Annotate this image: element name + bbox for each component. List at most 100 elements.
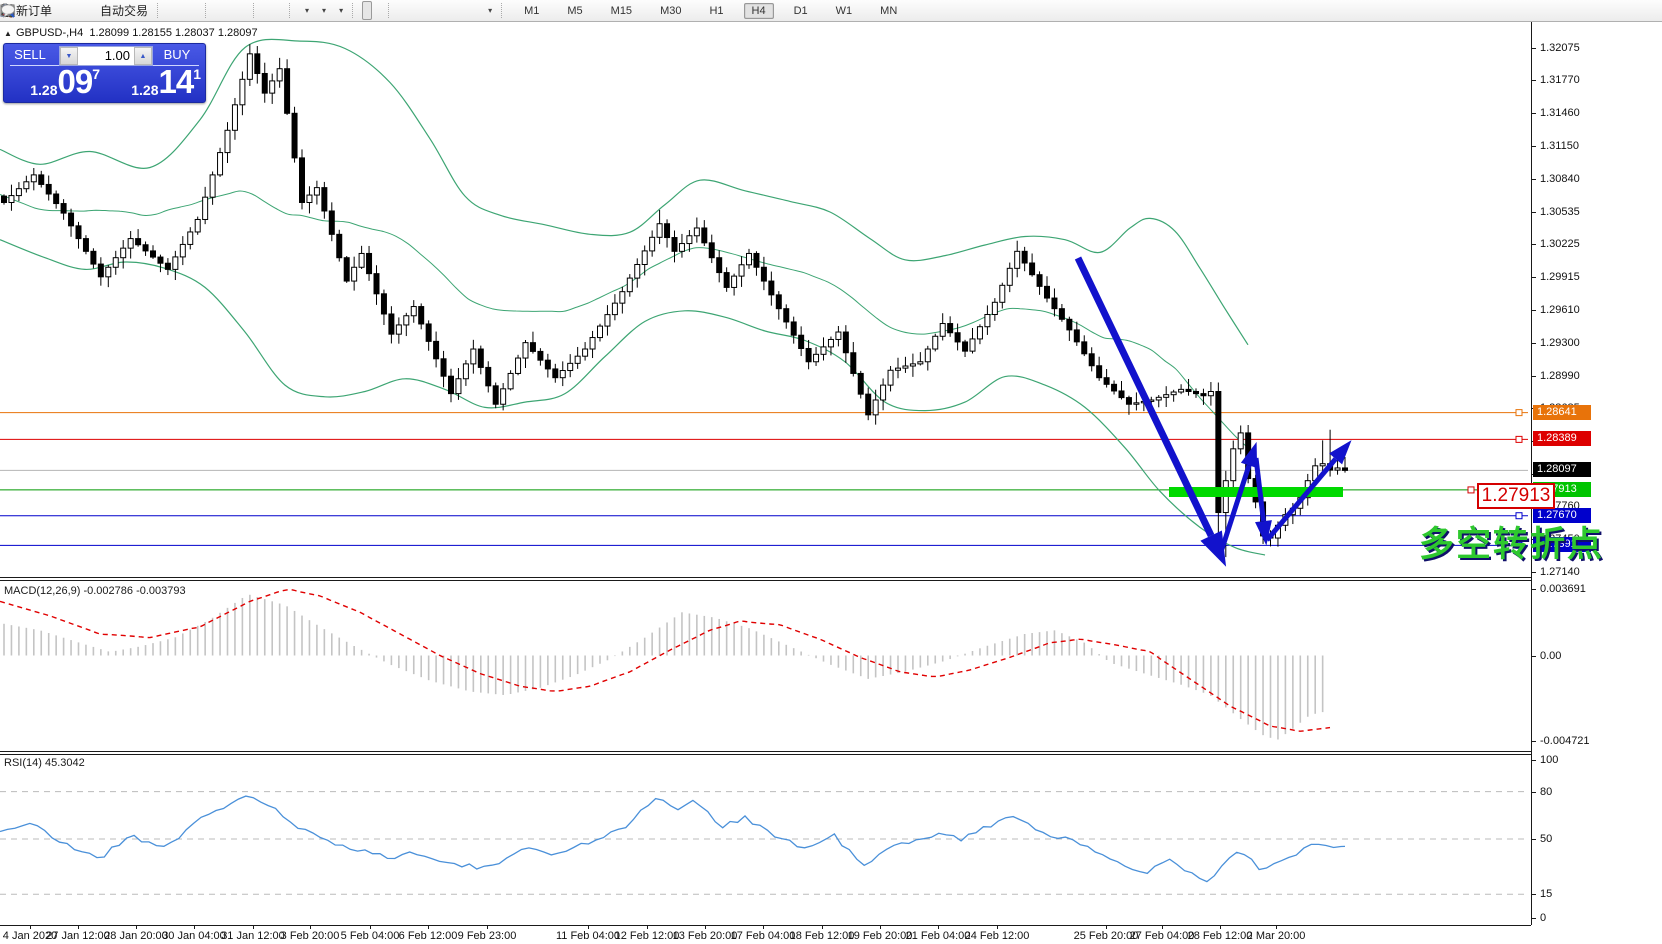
panel-separator-2[interactable]: [0, 751, 1531, 755]
vertical-line-button[interactable]: [5, 1, 408, 20]
price-axis[interactable]: 1.32075 1.31770 1.31460 1.31150 1.30840 1.305…: [1531, 22, 1662, 925]
periods-button[interactable]: ▾: [1, 1, 331, 20]
tile-windows-button[interactable]: [0, 1, 249, 20]
chart-shift-button[interactable]: [1, 1, 285, 20]
timeframe-m15[interactable]: M15: [610, 4, 633, 17]
axis-tick: [1532, 179, 1536, 181]
time-axis-tick: [194, 926, 195, 929]
price-axis-label: 0.003691: [1540, 582, 1586, 595]
time-axis-tick: [1220, 926, 1221, 929]
axis-tick: [1532, 48, 1536, 49]
timeframe-mn[interactable]: MN: [880, 4, 898, 17]
trend-arrows[interactable]: [1074, 256, 1352, 567]
bollinger-lower-band[interactable]: [0, 239, 1266, 556]
buy-button[interactable]: BUY 1.28141: [105, 44, 205, 102]
hline-anchor: [1515, 512, 1523, 520]
sell-button[interactable]: SELL 1.28097: [4, 44, 104, 102]
volume-increase-button[interactable]: ▲: [134, 47, 152, 65]
volume-decrease-button[interactable]: ▼: [60, 47, 78, 65]
periods-caret: ▾: [322, 6, 327, 15]
zoom-out-button[interactable]: [1, 1, 237, 20]
timeframe-m1[interactable]: M1: [524, 4, 540, 17]
arrows-button[interactable]: ▾: [2, 1, 497, 20]
text-button[interactable]: A: [2, 1, 468, 20]
text-label-button[interactable]: T: [1, 1, 480, 20]
timeframe-h4[interactable]: H4: [743, 2, 774, 19]
broadcast-button[interactable]: [1, 1, 93, 20]
axis-tick: [1532, 918, 1536, 919]
candlestick-button[interactable]: [1, 1, 189, 20]
axis-tick: [1532, 571, 1536, 573]
price-tag-1.27391: 1.27391: [1533, 537, 1591, 553]
buy-price: 1.28141: [131, 63, 201, 100]
horizontal-line-button[interactable]: [1, 1, 420, 20]
styles-button[interactable]: [1, 1, 69, 20]
support-zone-rect[interactable]: [1169, 487, 1343, 497]
price-callout-box[interactable]: 1.27913: [1477, 483, 1555, 509]
price-axis-label: 15: [1540, 888, 1553, 901]
time-axis-label: 3 Feb 20:00: [280, 930, 340, 942]
time-axis-label: 27 Jan 12:00: [46, 930, 110, 942]
price-axis-label: 1.28990: [1540, 369, 1580, 382]
timeframe-h1[interactable]: H1: [709, 4, 724, 17]
price-axis-label: 1.31150: [1540, 140, 1579, 153]
autotrading-button[interactable]: 自动交易: [1, 1, 153, 20]
time-axis-label: 21 Feb 04:00: [905, 930, 971, 942]
price-tag-1.28389: 1.28389: [1533, 431, 1591, 447]
time-axis-tick: [1276, 926, 1277, 929]
time-axis-tick: [310, 926, 311, 929]
hline-anchor: [1515, 409, 1523, 417]
time-axis-tick: [253, 926, 254, 929]
macd-panel-canvas[interactable]: [0, 580, 1531, 751]
line-chart-button[interactable]: [0, 1, 201, 20]
zoom-in-button[interactable]: [1, 1, 225, 20]
cursor-button[interactable]: [2, 1, 373, 20]
profile-button[interactable]: [0, 1, 81, 20]
channel-button[interactable]: E: [0, 1, 444, 20]
time-axis-tick: [647, 926, 648, 929]
timeframe-m5[interactable]: M5: [567, 4, 583, 17]
price-axis-label: 1.32075: [1540, 42, 1580, 54]
autotrading-label: 自动交易: [100, 4, 149, 18]
axis-tick: [1532, 342, 1536, 344]
price-axis-label: 1.29915: [1540, 271, 1580, 284]
chart-symbol-period: GBPUSD-,H4: [16, 27, 84, 39]
sell-price: 1.28097: [30, 63, 100, 100]
price-axis-label: 1.31770: [1540, 74, 1580, 87]
timeframe-m30[interactable]: M30: [660, 4, 682, 17]
main-chart-canvas[interactable]: [0, 22, 1531, 577]
panel-separator-1[interactable]: [0, 577, 1531, 581]
time-axis[interactable]: 4 Jan 2020 27 Jan 12:00 28 Jan 20:00 30 Jan…: [0, 925, 1531, 944]
rsi-panel-canvas[interactable]: [0, 754, 1531, 925]
timeframe-w1[interactable]: W1: [835, 4, 853, 17]
new-chart-caret: ▾: [305, 6, 310, 15]
chart-title: GBPUSD-,H4 1.28099 1.28155 1.28037 1.280…: [16, 27, 258, 39]
time-axis-tick: [1106, 926, 1107, 929]
autoscroll-button[interactable]: [1, 1, 273, 20]
time-axis-tick: [705, 926, 706, 929]
time-axis-label: 28 Jan 20:00: [104, 930, 168, 942]
price-axis-label: 1.30535: [1540, 205, 1580, 218]
axis-tick: [1532, 760, 1536, 761]
new-chart-button[interactable]: ▾: [0, 1, 314, 20]
chat-button[interactable]: [1, 1, 1654, 20]
new-order-button[interactable]: 新订单: [1, 1, 57, 20]
bollinger-upper-band[interactable]: [0, 38, 1249, 346]
bar-chart-button[interactable]: [1, 1, 177, 20]
turning-point-label[interactable]: 多空转折点: [1419, 525, 1605, 564]
time-axis-label: 31 Jan 12:00: [221, 930, 285, 942]
volume-value[interactable]: 1.00: [104, 48, 130, 63]
fibonacci-button[interactable]: F: [1, 1, 456, 20]
indicators-button[interactable]: ▾: [0, 1, 348, 20]
one-click-trading-panel: SELL 1.28097 BUY 1.28141 ▼ 1.00 ▲: [3, 43, 206, 103]
time-axis-label: 12 Feb 12:00: [614, 930, 680, 942]
time-axis-tick: [370, 926, 371, 929]
panel-collapse-arrow[interactable]: ▲: [4, 29, 12, 38]
crosshair-button[interactable]: [1, 1, 384, 20]
search-button[interactable]: [1, 1, 1642, 20]
trendline-button[interactable]: [1, 1, 432, 20]
candles: [1, 44, 1348, 558]
timeframe-d1[interactable]: D1: [793, 4, 808, 17]
axis-tick: [1532, 375, 1536, 377]
